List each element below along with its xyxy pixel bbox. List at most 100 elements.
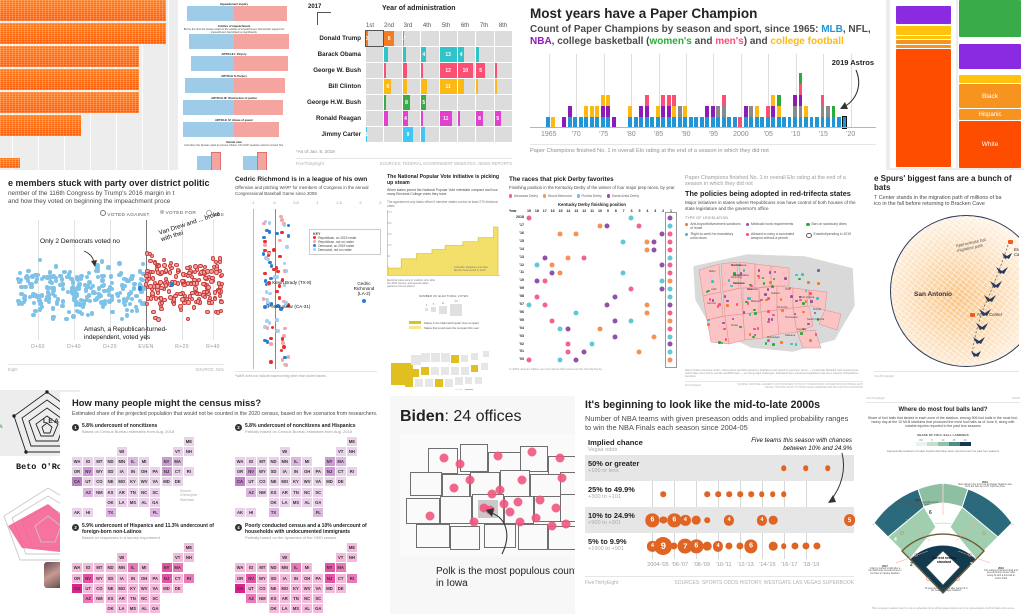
champion-bar[interactable] bbox=[826, 105, 830, 128]
state-tile-sc[interactable]: SC bbox=[313, 593, 324, 603]
policy-dot[interactable] bbox=[711, 280, 714, 284]
member-dot[interactable] bbox=[82, 282, 88, 288]
member-dot[interactable] bbox=[162, 263, 167, 268]
state-tile-nd[interactable]: ND bbox=[105, 457, 116, 467]
member-dot[interactable] bbox=[119, 316, 124, 322]
member-dot[interactable] bbox=[205, 309, 210, 314]
state-tile-pa[interactable]: PA bbox=[150, 467, 161, 477]
state-tile-sc[interactable]: SC bbox=[313, 487, 324, 497]
state-tile-wi[interactable]: WI bbox=[116, 446, 127, 456]
member-dot[interactable] bbox=[145, 269, 150, 274]
turnover-cell[interactable] bbox=[366, 63, 384, 78]
derby-dot[interactable] bbox=[604, 302, 610, 308]
state-tile-ky[interactable]: KY bbox=[290, 477, 301, 487]
derby-dot[interactable] bbox=[651, 247, 657, 253]
odds-bubble[interactable] bbox=[702, 542, 712, 551]
state-tile-ne[interactable]: NE bbox=[268, 477, 279, 487]
turnover-cell[interactable]: 1* bbox=[401, 31, 421, 46]
state-tile-ca[interactable]: CA bbox=[72, 477, 82, 487]
war-dot[interactable] bbox=[278, 254, 283, 259]
policy-dot[interactable] bbox=[739, 325, 742, 329]
policy-dot[interactable] bbox=[802, 302, 805, 306]
state-tile-ga[interactable]: GA bbox=[150, 604, 161, 614]
office-dot[interactable] bbox=[465, 475, 475, 485]
odds-bubble[interactable] bbox=[781, 543, 787, 550]
turnover-cell[interactable] bbox=[494, 127, 512, 142]
policy-dot[interactable] bbox=[711, 299, 715, 302]
member-dot[interactable] bbox=[94, 268, 99, 274]
state-tile-ne[interactable]: NE bbox=[105, 583, 116, 593]
war-dot[interactable] bbox=[261, 252, 266, 256]
policy-dot[interactable] bbox=[770, 318, 774, 322]
policy-dot[interactable] bbox=[768, 271, 772, 274]
state-tile-il[interactable]: IL bbox=[127, 563, 138, 573]
policy-dot[interactable] bbox=[809, 292, 812, 295]
champion-bar[interactable] bbox=[793, 94, 797, 128]
policy-dot[interactable] bbox=[794, 273, 798, 277]
policy-dot[interactable] bbox=[726, 304, 729, 307]
member-dot[interactable] bbox=[46, 296, 52, 301]
office-dot[interactable] bbox=[515, 517, 525, 527]
state-tile-co[interactable]: CO bbox=[94, 477, 105, 487]
state-tile-wy[interactable]: WY bbox=[94, 573, 105, 583]
state-tile-ny[interactable]: NY bbox=[161, 563, 172, 573]
member-dot[interactable] bbox=[144, 273, 149, 278]
member-dot[interactable] bbox=[35, 272, 41, 277]
member-dot[interactable] bbox=[57, 282, 63, 288]
derby-dot[interactable] bbox=[565, 341, 571, 347]
state-tile-ne[interactable]: NE bbox=[105, 477, 116, 487]
derby-dot[interactable] bbox=[667, 247, 673, 253]
state-tile-ga[interactable]: GA bbox=[313, 604, 324, 614]
state-tile-nm[interactable]: NM bbox=[257, 487, 268, 497]
member-dot[interactable] bbox=[85, 313, 91, 318]
derby-dot[interactable] bbox=[565, 255, 571, 261]
champion-bar[interactable] bbox=[606, 94, 611, 128]
derby-dot[interactable] bbox=[667, 294, 673, 300]
state-tile-nc[interactable]: NC bbox=[139, 487, 150, 497]
state-tile-in[interactable]: IN bbox=[127, 467, 138, 477]
derby-dot[interactable] bbox=[549, 318, 555, 324]
odds-bubble[interactable] bbox=[791, 542, 799, 550]
turnover-cell[interactable]: 4 bbox=[402, 111, 421, 126]
member-dot[interactable] bbox=[37, 298, 42, 303]
turnover-cell[interactable] bbox=[494, 79, 512, 94]
member-dot[interactable] bbox=[159, 285, 164, 291]
turnover-cell[interactable]: 9 bbox=[402, 127, 421, 142]
state-tile-az[interactable]: AZ bbox=[83, 593, 94, 603]
member-dot[interactable] bbox=[129, 308, 134, 314]
member-dot[interactable] bbox=[92, 290, 97, 296]
champion-bar[interactable] bbox=[749, 105, 754, 128]
state-tile-co[interactable]: CO bbox=[94, 583, 105, 593]
state-tile-ut[interactable]: UT bbox=[246, 583, 257, 593]
turnover-cell[interactable] bbox=[457, 127, 476, 142]
champion-bar[interactable] bbox=[732, 116, 737, 128]
derby-dot[interactable] bbox=[644, 247, 650, 253]
turnover-cell[interactable] bbox=[439, 31, 457, 46]
turnover-cell[interactable]: 5 bbox=[494, 111, 512, 126]
state-tile[interactable] bbox=[435, 378, 443, 387]
war-dot[interactable] bbox=[277, 238, 282, 243]
state-tile[interactable] bbox=[405, 378, 413, 387]
member-dot[interactable] bbox=[101, 274, 107, 279]
office-dot[interactable] bbox=[425, 511, 435, 521]
state-tile-nm[interactable]: NM bbox=[257, 593, 268, 603]
derby-dot[interactable] bbox=[659, 262, 665, 268]
policy-dot[interactable] bbox=[753, 327, 757, 331]
derby-dot[interactable] bbox=[667, 349, 673, 355]
derby-dot[interactable] bbox=[573, 357, 579, 363]
member-dot[interactable] bbox=[73, 302, 79, 307]
policy-dot[interactable] bbox=[707, 318, 710, 322]
policy-dot[interactable] bbox=[720, 341, 724, 345]
state-tile-la[interactable]: LA bbox=[279, 497, 290, 507]
office-dot[interactable] bbox=[535, 495, 545, 505]
odds-bubble[interactable]: 6 bbox=[645, 513, 660, 527]
member-dot[interactable] bbox=[163, 268, 169, 273]
member-dot[interactable] bbox=[125, 295, 131, 300]
member-dot[interactable] bbox=[83, 287, 88, 292]
member-dot[interactable] bbox=[77, 310, 82, 315]
member-dot[interactable] bbox=[33, 308, 38, 314]
war-dot[interactable] bbox=[263, 256, 268, 260]
member-dot[interactable] bbox=[210, 300, 215, 305]
state-tile-ct[interactable]: CT bbox=[172, 573, 183, 583]
member-dot[interactable] bbox=[110, 309, 115, 315]
